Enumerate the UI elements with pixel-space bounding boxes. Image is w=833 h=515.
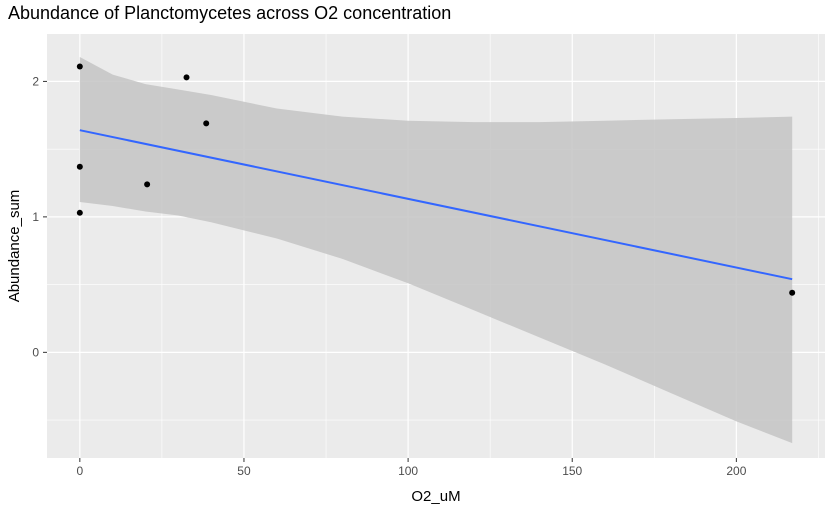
x-tick-label: 150 <box>562 464 582 478</box>
x-tick-label: 0 <box>76 464 83 478</box>
chart-title: Abundance of Planctomycetes across O2 co… <box>8 3 452 23</box>
trend-line <box>79 129 793 281</box>
y-tick-label: 2 <box>32 74 39 88</box>
confidence-band <box>79 57 793 444</box>
data-point <box>76 63 83 70</box>
y-tick-label: 1 <box>32 210 39 224</box>
data-point <box>203 120 210 127</box>
x-tick-label: 100 <box>398 464 418 478</box>
data-point <box>76 209 83 216</box>
data-point <box>789 289 796 296</box>
data-point <box>76 163 83 170</box>
x-tick-label: 200 <box>726 464 746 478</box>
data-point <box>144 181 151 188</box>
y-axis-label: Abundance_sum <box>6 190 23 303</box>
y-tick-label: 0 <box>32 345 39 359</box>
x-tick-label: 50 <box>237 464 251 478</box>
x-axis-label: O2_uM <box>411 488 460 505</box>
data-point <box>183 74 190 81</box>
